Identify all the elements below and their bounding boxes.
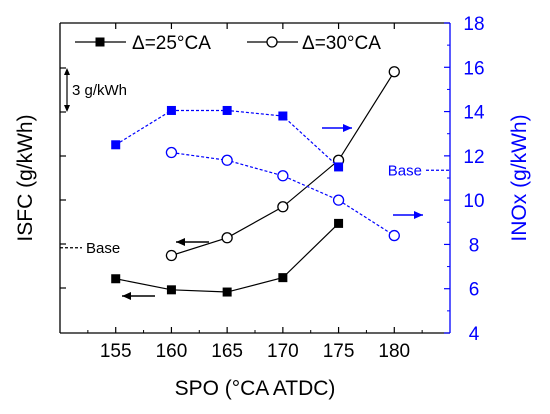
right-tick-label: 16 bbox=[463, 58, 484, 79]
data-point-1 bbox=[388, 66, 400, 78]
x-tick-label: 165 bbox=[211, 341, 243, 362]
right-tick-label: 4 bbox=[469, 324, 480, 345]
right-tick-label: 14 bbox=[463, 103, 485, 124]
right-tick-label: 12 bbox=[463, 147, 484, 168]
series-line-3 bbox=[171, 151, 395, 237]
right-tick-label: 8 bbox=[469, 235, 480, 256]
data-point-0 bbox=[278, 273, 288, 283]
data-point-3 bbox=[221, 154, 233, 166]
data-point-2 bbox=[166, 105, 176, 115]
x-tick-label: 160 bbox=[156, 341, 188, 362]
direction-arrow-3 bbox=[393, 211, 423, 219]
left-axis-title: ISFC (g/kWh) bbox=[14, 114, 37, 241]
data-point-3 bbox=[277, 170, 289, 182]
legend-marker-0 bbox=[95, 37, 105, 47]
legend-label-1: Δ=30°CA bbox=[302, 33, 381, 54]
x-tick-label: 180 bbox=[378, 341, 410, 362]
data-point-2 bbox=[334, 162, 344, 172]
data-point-1 bbox=[165, 249, 178, 262]
data-point-0 bbox=[166, 285, 176, 295]
scale-note: 3 g/kWh bbox=[72, 82, 127, 99]
direction-arrow-2 bbox=[322, 124, 352, 132]
data-point-3 bbox=[165, 146, 178, 159]
data-point-1 bbox=[277, 201, 289, 213]
right-base-label: Base bbox=[388, 162, 422, 179]
x-tick-label: 175 bbox=[323, 341, 355, 362]
left-base-label: Base bbox=[86, 240, 120, 257]
data-point-0 bbox=[222, 287, 232, 297]
data-point-2 bbox=[111, 140, 121, 150]
direction-arrow-0 bbox=[176, 238, 209, 246]
scale-bar-arrow-down bbox=[64, 105, 70, 112]
data-point-0 bbox=[334, 218, 344, 228]
legend-marker-1 bbox=[266, 36, 278, 48]
scale-bar-arrow-up bbox=[64, 68, 70, 75]
x-tick-label: 155 bbox=[100, 341, 132, 362]
data-point-2 bbox=[278, 111, 288, 121]
data-point-3 bbox=[388, 229, 400, 242]
data-point-3 bbox=[332, 194, 345, 206]
data-point-1 bbox=[221, 232, 233, 244]
series-line-1 bbox=[171, 71, 395, 257]
x-axis-title: SPO (°CA ATDC) bbox=[175, 377, 336, 400]
x-tick-label: 170 bbox=[267, 341, 299, 362]
direction-arrow-1 bbox=[122, 292, 155, 300]
right-tick-label: 18 bbox=[463, 14, 484, 35]
legend-label-0: Δ=25°CA bbox=[132, 33, 211, 54]
right-axis-title: INOx (g/kWh) bbox=[508, 114, 531, 241]
right-tick-label: 6 bbox=[469, 280, 480, 301]
data-point-0 bbox=[111, 274, 121, 284]
data-point-2 bbox=[222, 105, 232, 115]
right-tick-label: 10 bbox=[463, 191, 484, 212]
